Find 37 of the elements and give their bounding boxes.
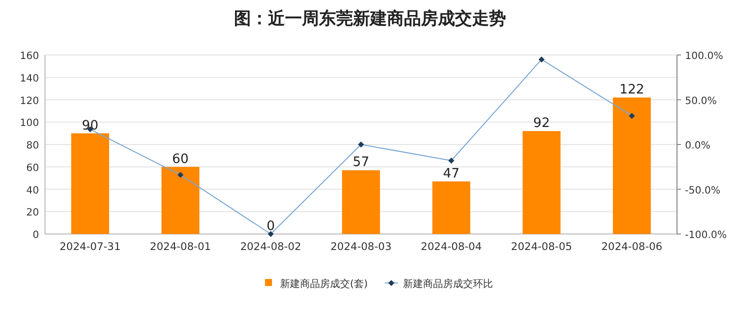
y2-tick-label: 0.0%	[685, 140, 710, 152]
legend-label: 新建商品房成交环比	[402, 278, 493, 290]
x-tick-label: 2024-08-01	[150, 241, 211, 253]
x-tick-label: 2024-08-02	[240, 241, 302, 253]
bar	[161, 166, 200, 234]
y-tick-label: 140	[20, 73, 39, 84]
legend-label: 新建商品房成交(套)	[280, 278, 368, 290]
data-label: 60	[172, 152, 189, 167]
y2-tick-label: 100.0%	[685, 51, 724, 62]
y-tick-label: 60	[26, 162, 39, 174]
y-tick-label: 160	[20, 51, 39, 62]
y2-tick-label: 50.0%	[685, 96, 717, 107]
bar	[432, 181, 470, 234]
data-label: 90	[82, 118, 98, 134]
y-tick-label: 20	[26, 208, 39, 219]
data-label: 122	[619, 82, 644, 98]
data-label: 57	[352, 155, 370, 170]
y-tick-label: 100	[20, 118, 39, 130]
y-tick-label: 120	[20, 96, 39, 107]
y2-tick-label: -50.0%	[685, 185, 720, 196]
bar	[71, 133, 110, 234]
x-tick-label: 2024-08-05	[511, 241, 572, 253]
x-tick-label: 2024-08-06	[601, 241, 663, 253]
bar	[342, 170, 380, 234]
data-label: 47	[443, 166, 460, 182]
y-tick-label: 40	[26, 185, 39, 196]
y2-tick-label: -100.0%	[685, 230, 727, 241]
y-tick-label: 0	[32, 230, 39, 241]
x-tick-label: 2024-07-31	[60, 241, 121, 253]
chart-title: 图：近一周东莞新建商品房成交走势	[234, 9, 506, 29]
y-tick-label: 80	[26, 140, 39, 152]
bar	[522, 131, 561, 234]
data-label: 92	[533, 116, 550, 132]
x-tick-label: 2024-08-04	[420, 241, 482, 253]
data-label: 0	[266, 219, 275, 234]
x-tick-label: 2024-08-03	[330, 241, 392, 253]
bar	[612, 98, 651, 234]
